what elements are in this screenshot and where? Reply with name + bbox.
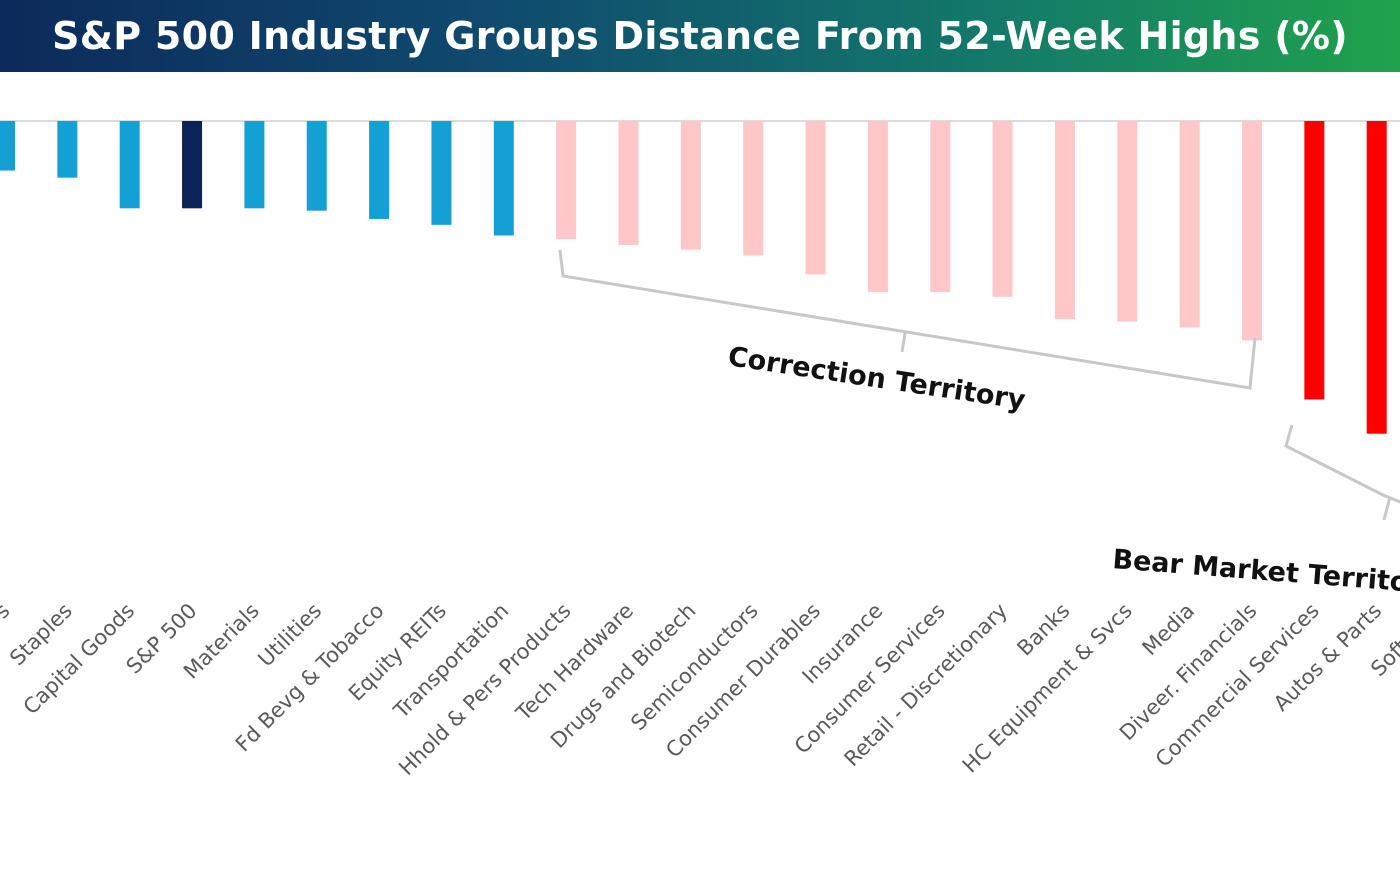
bar-drugs-and-biotech (680, 121, 701, 250)
chart-title-bar: S&P 500 Industry Groups Distance From 52… (0, 0, 1400, 72)
bar-materials (244, 121, 265, 209)
correction-territory-label: Correction Territory (726, 341, 1028, 416)
bar-banks (1054, 121, 1075, 320)
bar-media (1179, 121, 1200, 328)
bar-s-p-500 (182, 121, 203, 209)
bar-consumer-durables (805, 121, 826, 275)
bar-insurance (867, 121, 888, 293)
bar-utilities (306, 121, 327, 211)
bear-bracket-notch (1382, 496, 1392, 521)
x-tick-label: Media (1138, 599, 1200, 661)
bar-hhold-pers-products (556, 121, 577, 239)
bar-fd-bevg-tobacco (369, 121, 390, 219)
bar-staples (57, 121, 78, 178)
x-tick-label: Autos & Parts (1269, 599, 1386, 716)
bear-market-territory-label: Bear Market Territory (1111, 544, 1400, 601)
x-tick-label: s (0, 599, 15, 624)
bar-autos-parts (1366, 121, 1387, 434)
bar-equity-reits (431, 121, 452, 225)
bar-retail-discretionary (992, 121, 1013, 297)
chart-title: S&P 500 Industry Groups Distance From 52… (52, 14, 1348, 58)
bar-tech-hardware (618, 121, 639, 245)
bar-semiconductors (743, 121, 764, 256)
bar-capital-goods (119, 121, 140, 209)
bear-bracket (1284, 424, 1400, 504)
correction-bracket (558, 249, 1257, 390)
x-tick-label: Transportation (388, 599, 513, 724)
bar-hc-equipment-svcs (1117, 121, 1138, 322)
x-tick-label: Banks (1012, 599, 1074, 661)
bar-commercial-services (1304, 121, 1325, 400)
bar-diveer-financials (1242, 121, 1262, 341)
bar-s (0, 121, 15, 171)
x-tick-label: Capital Goods (19, 599, 140, 720)
bar-transportation (493, 121, 514, 236)
correction-bracket-notch (900, 332, 907, 353)
bar-consumer-services (930, 121, 951, 293)
